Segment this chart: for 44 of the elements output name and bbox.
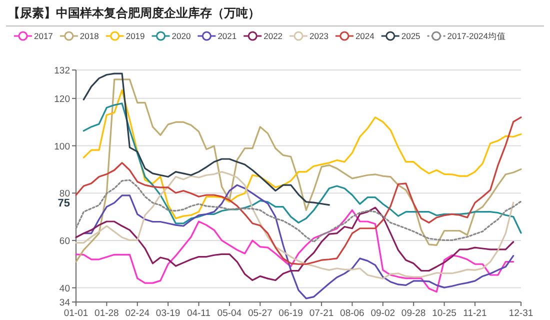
- x-tick-label: 01-01: [64, 308, 88, 319]
- y-tick-label: 120: [54, 94, 70, 105]
- legend-label: 2021: [218, 31, 237, 41]
- y-tick-label: 60: [59, 236, 70, 247]
- y-tick-label: 34: [59, 298, 70, 308]
- legend-label: 2023: [310, 31, 329, 41]
- line-series: [75, 206, 514, 282]
- line-series: [82, 72, 330, 206]
- chart-title: 【尿素】中国样本复合肥周度企业库存（万吨）: [8, 6, 260, 20]
- x-tick-label: 09-02: [370, 308, 396, 319]
- legend-label: 2020: [172, 31, 191, 41]
- line-series: [75, 116, 522, 265]
- y-tick-label: 132: [54, 66, 70, 76]
- line-series: [75, 171, 514, 280]
- line-series: [82, 89, 522, 220]
- x-tick-label: 07-21: [309, 308, 334, 319]
- x-tick-label: 02-24: [125, 308, 150, 319]
- x-tick-label: 12-31: [508, 308, 534, 319]
- legend-label: 2022: [264, 31, 283, 41]
- text: 75: [58, 198, 70, 210]
- y-tick-label: 40: [59, 283, 70, 294]
- x-tick-label: 04-11: [186, 308, 211, 319]
- y-tick-label: 100: [54, 141, 70, 152]
- x-tick-label: 05-04: [217, 308, 242, 319]
- x-tick-label: 08-06: [340, 308, 364, 319]
- line-series: [75, 209, 514, 293]
- x-tick-label: 05-27: [248, 308, 272, 319]
- x-tick-label: 09-28: [401, 308, 426, 319]
- legend-label: 2025: [401, 31, 421, 41]
- x-tick-label: 11-21: [463, 308, 487, 319]
- x-tick-label: 03-19: [156, 308, 180, 319]
- y-tick-label: 80: [59, 188, 70, 200]
- legend-label: 2019: [126, 31, 146, 41]
- x-tick-label: 06-19: [278, 308, 303, 319]
- legend-label: 2018: [80, 31, 100, 41]
- line-series: [75, 78, 522, 263]
- x-tick-label: 01-28: [94, 308, 119, 319]
- line-series: [82, 184, 514, 300]
- legend-label: 2017-2024均值: [447, 31, 506, 41]
- legend-label: 2024: [355, 31, 375, 41]
- x-tick-label: 10-25: [432, 308, 456, 319]
- line-series: [75, 179, 522, 243]
- line-series: [82, 102, 522, 234]
- legend-label: 2017: [34, 31, 54, 41]
